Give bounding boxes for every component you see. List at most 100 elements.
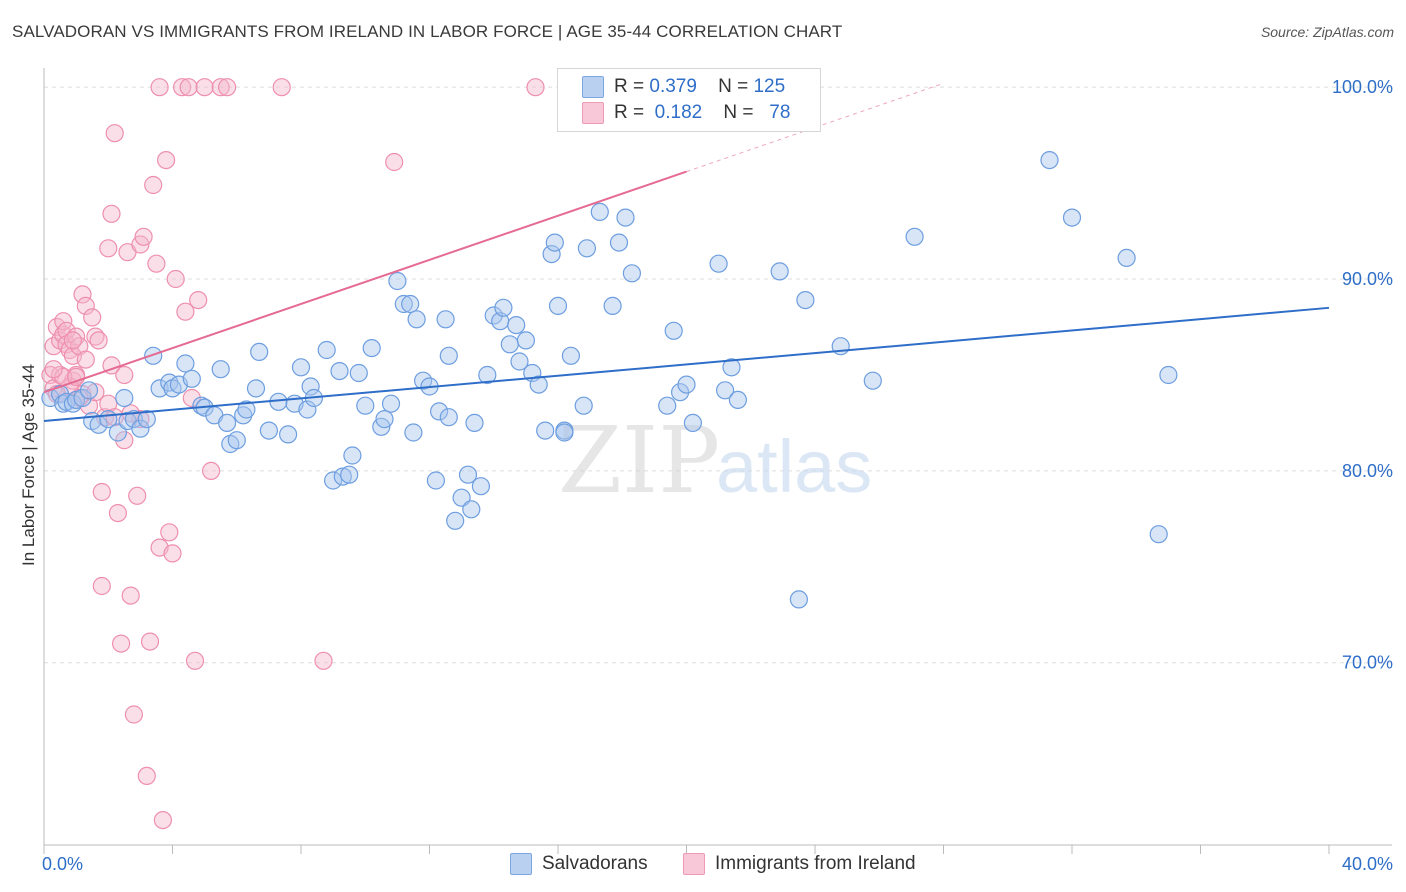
bottom-legend-salvadorans: Salvadorans	[510, 852, 648, 876]
data-point-salvadoran	[394, 294, 413, 314]
data-point-salvadoran	[500, 335, 519, 354]
data-point-salvadoran	[452, 488, 471, 507]
data-point-salvadoran	[150, 379, 169, 398]
legend: R = 0.379 N = 125 R = 0.182 N = 78	[557, 68, 821, 132]
data-point-ireland	[73, 285, 92, 304]
data-point-salvadoran	[574, 396, 593, 415]
x-tick-label: 0.0%	[42, 854, 83, 874]
data-point-salvadoran	[536, 421, 555, 440]
data-point-ireland	[115, 365, 134, 385]
bottom-legend-swatch-ireland	[683, 853, 705, 875]
data-point-salvadoran	[115, 388, 134, 408]
data-point-salvadoran	[603, 296, 622, 315]
data-point-salvadoran	[905, 227, 924, 246]
data-point-salvadoran	[343, 446, 362, 465]
data-point-salvadoran	[381, 394, 401, 413]
data-point-salvadoran	[176, 354, 195, 373]
data-point-ireland	[66, 367, 86, 386]
data-point-ireland	[147, 254, 166, 273]
data-point-salvadoran	[446, 511, 465, 530]
data-point-salvadoran	[356, 396, 375, 415]
data-point-ireland	[182, 388, 201, 408]
data-point-salvadoran	[670, 383, 690, 402]
data-point-ireland	[195, 78, 214, 97]
data-point-salvadoran	[237, 400, 256, 419]
legend-n-value: 125	[753, 76, 786, 97]
data-point-salvadoran	[555, 423, 574, 442]
data-point-ireland	[89, 331, 108, 350]
data-point-ireland	[83, 308, 102, 327]
data-point-salvadoran	[1040, 151, 1059, 170]
data-point-ireland	[108, 503, 128, 523]
data-point-salvadoran	[510, 352, 529, 371]
data-point-salvadoran	[317, 340, 336, 360]
data-point-ireland	[57, 321, 76, 340]
data-point-ireland	[176, 302, 195, 321]
data-point-salvadoran	[622, 264, 642, 283]
legend-n-label: N =	[718, 76, 749, 97]
data-point-salvadoran	[182, 369, 201, 388]
data-point-ireland	[157, 151, 176, 170]
y-tick-label: 70.0%	[1342, 653, 1393, 673]
legend-n-value: 78	[769, 102, 791, 123]
data-point-salvadoran	[279, 425, 298, 444]
data-point-salvadoran	[494, 298, 513, 317]
data-point-ireland	[179, 78, 198, 97]
legend-r-value: 0.379	[649, 76, 697, 97]
tick-labels: 70.0% 80.0% 90.0% 100.0% 0.0% 40.0%	[42, 77, 1393, 874]
data-point-salvadoran	[144, 346, 163, 365]
data-point-ireland	[160, 523, 179, 542]
data-point-salvadoran	[333, 467, 352, 486]
data-point-salvadoran	[426, 471, 445, 490]
data-point-ireland	[76, 296, 95, 315]
data-point-salvadoran	[471, 477, 490, 496]
data-point-salvadoran	[715, 381, 735, 400]
data-point-salvadoran	[301, 377, 320, 396]
data-point-salvadoran	[796, 291, 815, 310]
data-point-salvadoran	[1062, 208, 1082, 227]
data-point-ireland	[63, 331, 83, 350]
data-point-ireland	[105, 124, 124, 143]
watermark: ZIP atlas	[558, 407, 872, 514]
legend-swatch-ireland	[582, 102, 604, 124]
data-point-salvadoran	[1159, 365, 1178, 385]
data-point-salvadoran	[789, 590, 809, 609]
data-point-ireland	[314, 651, 333, 670]
chart-title: SALVADORAN VS IMMIGRANTS FROM IRELAND IN…	[12, 22, 843, 41]
data-point-salvadoran	[658, 396, 677, 415]
trend-line-salvadorans	[43, 306, 1330, 423]
data-point-ireland	[124, 705, 143, 724]
data-point-salvadoran	[478, 365, 497, 385]
data-point-ireland	[211, 78, 230, 97]
data-point-salvadoran	[590, 202, 609, 221]
bottom-legend-label-salvadorans: Salvadorans	[542, 853, 648, 874]
data-point-salvadoran	[124, 410, 143, 429]
data-point-salvadoran	[770, 262, 789, 281]
data-point-ireland	[272, 78, 291, 97]
data-point-ireland	[385, 152, 404, 172]
data-point-salvadoran	[439, 408, 458, 427]
data-point-ireland	[163, 544, 182, 563]
legend-swatch-salvadorans	[582, 76, 604, 98]
data-point-ireland	[218, 78, 237, 97]
data-point-salvadoran	[227, 431, 246, 450]
data-point-salvadoran	[577, 239, 597, 258]
data-point-salvadoran	[609, 233, 629, 252]
data-point-ireland	[54, 312, 73, 331]
series-salvadorans	[41, 151, 1178, 609]
y-tick-label: 80.0%	[1342, 461, 1393, 481]
data-point-salvadoran	[404, 423, 423, 442]
data-point-ireland	[92, 482, 111, 502]
data-point-salvadoran	[728, 390, 748, 409]
data-point-salvadoran	[218, 413, 237, 432]
data-point-ireland	[99, 239, 118, 258]
trend-lines	[43, 83, 1330, 423]
data-point-salvadoran	[436, 310, 455, 329]
data-point-salvadoran	[683, 413, 703, 432]
data-point-salvadoran	[362, 339, 381, 358]
data-point-salvadoran	[430, 402, 449, 421]
y-tick-label: 90.0%	[1342, 269, 1393, 289]
data-point-salvadoran	[507, 316, 526, 335]
data-point-salvadoran	[79, 381, 99, 400]
